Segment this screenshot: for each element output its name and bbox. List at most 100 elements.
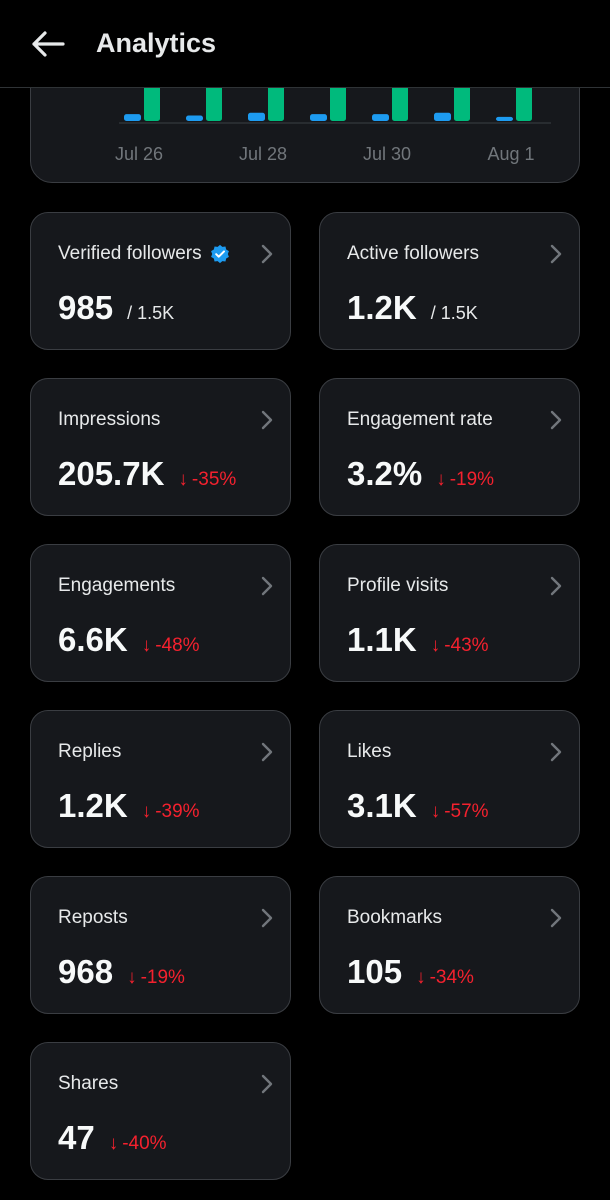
metric-label-text: Likes (347, 741, 392, 762)
metric-value: 3.1K (347, 787, 417, 824)
arrow-down-icon: ↓ (416, 967, 426, 988)
metric-label-text: Active followers (347, 243, 479, 264)
chevron-right-icon[interactable] (260, 575, 274, 597)
arrow-down-icon: ↓ (436, 469, 446, 490)
metric-label-text: Engagements (58, 575, 176, 596)
metric-label: Verified followers (58, 243, 230, 265)
metric-change: ↓ -19% (127, 967, 185, 989)
metric-value-row: 1.1K ↓ -43% (347, 621, 489, 659)
metric-label: Replies (58, 741, 121, 763)
metric-value-row: 47 ↓ -40% (58, 1119, 167, 1157)
metric-total: / 1.5K (430, 303, 478, 323)
metric-change: ↓ -48% (142, 635, 200, 657)
bar-jul-29-s0[interactable] (310, 114, 327, 121)
metric-label-text: Profile visits (347, 575, 449, 596)
metric-change: ↓ -40% (109, 1133, 167, 1155)
bar-jul-31-s0[interactable] (434, 112, 451, 121)
verified-badge-icon (210, 244, 230, 264)
metric-change-value: -39% (155, 801, 200, 822)
metric-value-row: 985 / 1.5K (58, 289, 174, 327)
metric-label-text: Replies (58, 741, 122, 762)
metric-card-replies[interactable]: Replies 1.2K ↓ -39% (30, 710, 291, 848)
metric-value: 1.1K (347, 621, 417, 658)
metric-change-value: -34% (429, 967, 474, 988)
metric-label: Engagements (58, 575, 175, 597)
chevron-right-icon[interactable] (549, 575, 563, 597)
metric-change-value: -19% (449, 469, 495, 490)
metric-label: Active followers (347, 243, 479, 265)
back-button[interactable] (24, 20, 72, 68)
app-header: Analytics (0, 0, 610, 88)
arrow-down-icon: ↓ (108, 1133, 119, 1154)
metric-change-value: -40% (122, 1133, 167, 1154)
chevron-right-icon[interactable] (549, 907, 563, 929)
metric-label-text: Verified followers (58, 243, 202, 264)
metric-change-value: -19% (140, 967, 185, 988)
metric-change-value: -35% (191, 469, 237, 490)
metric-change-value: -57% (444, 801, 489, 822)
metric-card-active-followers[interactable]: Active followers 1.2K / 1.5K (319, 212, 580, 350)
metric-label-text: Impressions (58, 409, 161, 430)
metric-value: 6.6K (58, 621, 128, 658)
arrow-down-icon: ↓ (127, 967, 137, 988)
arrow-down-icon: ↓ (430, 635, 441, 656)
metric-value-row: 205.7K ↓ -35% (58, 455, 236, 493)
x-tick-label: Jul 28 (239, 144, 287, 164)
arrow-left-icon (32, 30, 65, 57)
bar-jul-26-s0[interactable] (124, 114, 141, 121)
metric-value: 1.2K (347, 289, 417, 326)
chevron-right-icon[interactable] (549, 243, 563, 265)
chevron-right-icon[interactable] (549, 741, 563, 763)
metric-value-row: 968 ↓ -19% (58, 953, 185, 991)
metric-value-row: 1.2K ↓ -39% (58, 787, 200, 825)
chevron-right-icon[interactable] (260, 907, 274, 929)
metric-label-text: Engagement rate (347, 409, 493, 430)
chevron-right-icon[interactable] (260, 1073, 274, 1095)
x-tick-label: Jul 26 (115, 144, 163, 164)
metric-card-shares[interactable]: Shares 47 ↓ -40% (30, 1042, 291, 1180)
bar-jul-30-s0[interactable] (372, 114, 389, 121)
bar-jul-28-s0[interactable] (248, 112, 265, 121)
metric-card-reposts[interactable]: Reposts 968 ↓ -19% (30, 876, 291, 1014)
metric-value: 47 (58, 1119, 95, 1156)
arrow-down-icon: ↓ (178, 469, 188, 490)
metrics-grid: Verified followers 985/ 1.5K Active follow… (30, 212, 580, 1180)
page-title: Analytics (96, 28, 217, 58)
x-tick-label: Jul 30 (363, 144, 411, 164)
bar-jul-27-s0[interactable] (186, 115, 203, 121)
metric-change: ↓ -39% (142, 801, 200, 823)
chevron-right-icon[interactable] (260, 741, 274, 763)
metric-label: Reposts (58, 907, 128, 929)
chevron-right-icon[interactable] (260, 243, 274, 265)
arrow-down-icon: ↓ (430, 801, 441, 822)
metric-value: 205.7K (58, 455, 165, 492)
metric-label-text: Reposts (58, 907, 128, 928)
metric-value: 105 (347, 953, 403, 990)
bar-aug-1-s0[interactable] (496, 116, 513, 121)
metric-change: ↓ -19% (436, 469, 494, 491)
metric-value-row: 3.2% ↓ -19% (347, 455, 494, 493)
metric-change: ↓ -43% (431, 635, 489, 657)
metric-label: Impressions (58, 409, 160, 431)
metric-card-likes[interactable]: Likes 3.1K ↓ -57% (319, 710, 580, 848)
metric-label: Likes (347, 741, 391, 763)
metric-change-value: -43% (444, 635, 489, 656)
metric-value-row: 1.2K / 1.5K (347, 289, 478, 327)
metric-change: ↓ -34% (416, 967, 474, 989)
metric-value-row: 6.6K ↓ -48% (58, 621, 200, 659)
metric-label: Bookmarks (347, 907, 442, 929)
metric-card-bookmarks[interactable]: Bookmarks 105 ↓ -34% (319, 876, 580, 1014)
metric-value: 1.2K (58, 787, 128, 824)
chevron-right-icon[interactable] (260, 409, 274, 431)
metric-card-verified-followers[interactable]: Verified followers 985 / 1.5K (30, 212, 291, 350)
metric-card-profile-visits[interactable]: Profile visits 1.1K ↓ -43% (319, 544, 580, 682)
metric-card-engagements[interactable]: Engagements 6.6K ↓ -48% (30, 544, 291, 682)
arrow-down-icon: ↓ (141, 801, 152, 822)
metric-card-engagement-rate[interactable]: Engagement rate 3.2% ↓ -19% (319, 378, 580, 516)
metric-change-value: -48% (155, 635, 200, 656)
x-tick-label: Aug 1 (487, 144, 534, 164)
metric-value: 985 (58, 289, 114, 326)
chevron-right-icon[interactable] (549, 409, 563, 431)
metric-card-impressions[interactable]: Impressions 205.7K ↓ -35% (30, 378, 291, 516)
metric-value: 968 (58, 953, 114, 990)
